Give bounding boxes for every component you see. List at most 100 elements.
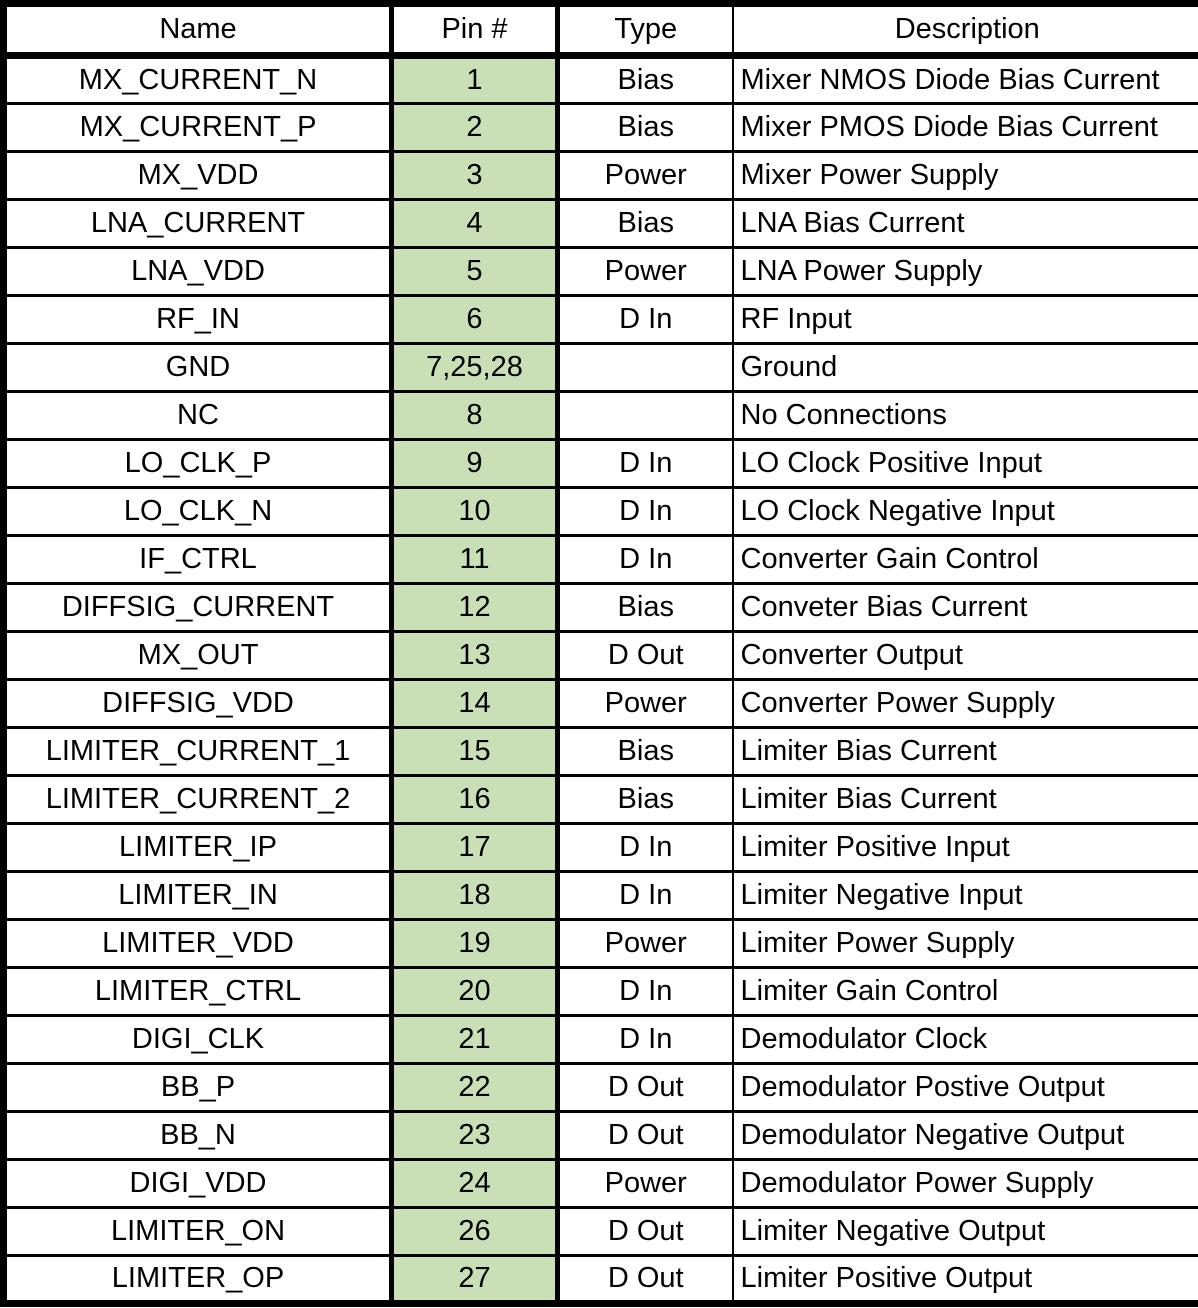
cell-name: DIGI_VDD [2, 1158, 394, 1209]
cell-type: D In [555, 438, 734, 489]
table-row: LIMITER_IP 17 D In Limiter Positive Input [2, 822, 1198, 873]
cell-name: BB_P [2, 1062, 394, 1113]
cell-type: D Out [555, 1062, 734, 1113]
cell-name: MX_VDD [2, 150, 394, 201]
cell-pin: 23 [389, 1110, 560, 1161]
cell-name: DIFFSIG_VDD [2, 678, 394, 729]
table-row: BB_P 22 D Out Demodulator Postive Output [2, 1062, 1198, 1113]
cell-description: LNA Bias Current [731, 198, 1198, 249]
cell-description: Limiter Gain Control [731, 966, 1198, 1017]
cell-pin: 24 [389, 1158, 560, 1209]
cell-type: Bias [555, 198, 734, 249]
pin-table-header: Name Pin # Type Description [2, 2, 1198, 59]
cell-type: D In [555, 966, 734, 1017]
cell-pin: 8 [389, 390, 560, 441]
cell-name: LIMITER_CURRENT_1 [2, 726, 394, 777]
cell-type [555, 390, 734, 441]
table-row: LIMITER_VDD 19 Power Limiter Power Supply [2, 918, 1198, 969]
cell-pin: 21 [389, 1014, 560, 1065]
cell-pin: 5 [389, 246, 560, 297]
cell-pin: 27 [389, 1254, 560, 1305]
cell-type: D In [555, 486, 734, 537]
cell-type: D In [555, 870, 734, 921]
cell-description: Converter Gain Control [731, 534, 1198, 585]
cell-pin: 7,25,28 [389, 342, 560, 393]
cell-type: D In [555, 822, 734, 873]
column-header-description: Description [731, 2, 1198, 59]
cell-pin: 11 [389, 534, 560, 585]
cell-description: Limiter Positive Input [731, 822, 1198, 873]
cell-type: Power [555, 150, 734, 201]
cell-pin: 9 [389, 438, 560, 489]
cell-type: Power [555, 1158, 734, 1209]
cell-description: LO Clock Negative Input [731, 486, 1198, 537]
cell-description: Limiter Bias Current [731, 726, 1198, 777]
cell-name: DIFFSIG_CURRENT [2, 582, 394, 633]
table-row: MX_VDD 3 Power Mixer Power Supply [2, 150, 1198, 201]
cell-pin: 12 [389, 582, 560, 633]
cell-description: Demodulator Negative Output [731, 1110, 1198, 1161]
cell-name: LIMITER_IP [2, 822, 394, 873]
table-row: MX_CURRENT_P 2 Bias Mixer PMOS Diode Bias C… [2, 102, 1198, 153]
cell-type: D Out [555, 1254, 734, 1305]
table-row: DIFFSIG_VDD 14 Power Converter Power Supply [2, 678, 1198, 729]
cell-description: Conveter Bias Current [731, 582, 1198, 633]
cell-type: D In [555, 294, 734, 345]
cell-description: Limiter Negative Output [731, 1206, 1198, 1257]
cell-description: Mixer NMOS Diode Bias Current [731, 54, 1198, 105]
cell-type: Bias [555, 102, 734, 153]
cell-description: Mixer PMOS Diode Bias Current [731, 102, 1198, 153]
table-row: DIGI_CLK 21 D In Demodulator Clock [2, 1014, 1198, 1065]
cell-name: GND [2, 342, 394, 393]
table-row: MX_CURRENT_N 1 Bias Mixer NMOS Diode Bias C… [2, 54, 1198, 105]
table-row: MX_OUT 13 D Out Converter Output [2, 630, 1198, 681]
cell-type [555, 342, 734, 393]
cell-type: D Out [555, 630, 734, 681]
cell-description: LNA Power Supply [731, 246, 1198, 297]
cell-name: MX_CURRENT_P [2, 102, 394, 153]
table-row: RF_IN 6 D In RF Input [2, 294, 1198, 345]
table-row: LIMITER_CTRL 20 D In Limiter Gain Control [2, 966, 1198, 1017]
pin-table-body: MX_CURRENT_N 1 Bias Mixer NMOS Diode Bias C… [2, 54, 1198, 1305]
cell-pin: 3 [389, 150, 560, 201]
table-row: LIMITER_CURRENT_1 15 Bias Limiter Bias Curr… [2, 726, 1198, 777]
cell-type: Bias [555, 774, 734, 825]
cell-name: DIGI_CLK [2, 1014, 394, 1065]
table-row: GND 7,25,28 Ground [2, 342, 1198, 393]
cell-pin: 18 [389, 870, 560, 921]
cell-name: RF_IN [2, 294, 394, 345]
cell-pin: 10 [389, 486, 560, 537]
cell-pin: 6 [389, 294, 560, 345]
cell-name: LIMITER_ON [2, 1206, 394, 1257]
cell-name: MX_OUT [2, 630, 394, 681]
cell-description: Mixer Power Supply [731, 150, 1198, 201]
table-row: DIGI_VDD 24 Power Demodulator Power Supply [2, 1158, 1198, 1209]
cell-description: Demodulator Postive Output [731, 1062, 1198, 1113]
cell-name: LIMITER_VDD [2, 918, 394, 969]
column-header-name: Name [2, 2, 394, 59]
cell-pin: 22 [389, 1062, 560, 1113]
cell-pin: 26 [389, 1206, 560, 1257]
header-row: Name Pin # Type Description [2, 2, 1198, 59]
table-row: BB_N 23 D Out Demodulator Negative Output [2, 1110, 1198, 1161]
cell-name: NC [2, 390, 394, 441]
cell-description: RF Input [731, 294, 1198, 345]
column-header-type: Type [555, 2, 734, 59]
cell-type: Power [555, 246, 734, 297]
table-row: LIMITER_IN 18 D In Limiter Negative Input [2, 870, 1198, 921]
cell-name: IF_CTRL [2, 534, 394, 585]
table-row: LIMITER_ON 26 D Out Limiter Negative Output [2, 1206, 1198, 1257]
cell-name: LNA_CURRENT [2, 198, 394, 249]
cell-description: Demodulator Clock [731, 1014, 1198, 1065]
cell-pin: 14 [389, 678, 560, 729]
cell-name: LIMITER_CURRENT_2 [2, 774, 394, 825]
cell-description: Limiter Power Supply [731, 918, 1198, 969]
table-row: LO_CLK_N 10 D In LO Clock Negative Input [2, 486, 1198, 537]
cell-name: BB_N [2, 1110, 394, 1161]
cell-name: LNA_VDD [2, 246, 394, 297]
cell-description: Limiter Bias Current [731, 774, 1198, 825]
cell-description: Limiter Positive Output [731, 1254, 1198, 1305]
table-row: LO_CLK_P 9 D In LO Clock Positive Input [2, 438, 1198, 489]
cell-name: MX_CURRENT_N [2, 54, 394, 105]
